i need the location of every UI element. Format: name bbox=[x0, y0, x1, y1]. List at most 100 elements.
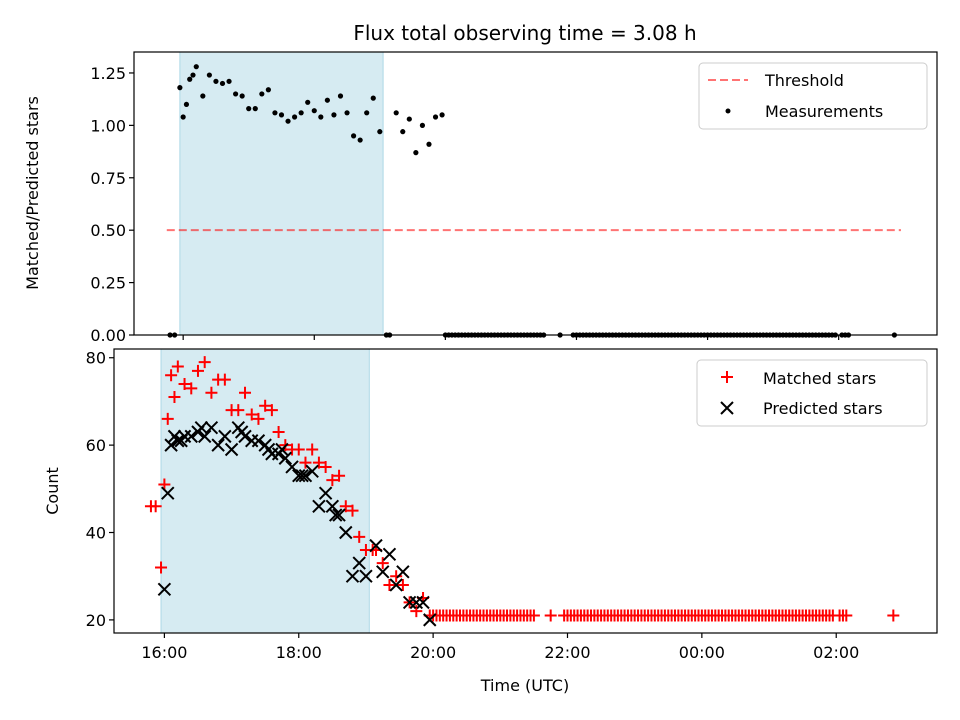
matched-star-point bbox=[205, 386, 218, 399]
matched-star-point bbox=[312, 456, 325, 469]
predicted-star-point bbox=[161, 486, 175, 500]
bottom-y-tick-label: 60 bbox=[86, 436, 106, 455]
matched-star-point bbox=[191, 364, 204, 377]
top-y-tick-label: 0.00 bbox=[90, 326, 126, 345]
predicted-star-point bbox=[197, 429, 212, 444]
measurement-point bbox=[259, 91, 265, 97]
top-axes-frame bbox=[133, 51, 938, 336]
measurement-point bbox=[439, 112, 445, 118]
measurement-point bbox=[177, 85, 183, 91]
matched-star-point bbox=[259, 399, 272, 412]
legend-matched-label: Matched stars bbox=[763, 369, 876, 388]
measurement-point bbox=[344, 110, 350, 116]
predicted-star-point bbox=[396, 565, 410, 579]
matched-star-point bbox=[326, 474, 339, 487]
measurement-point bbox=[292, 114, 298, 120]
matched-star-point bbox=[171, 360, 184, 373]
matched-star-point bbox=[245, 408, 258, 421]
top-legend-box bbox=[698, 62, 928, 130]
matched-star-point bbox=[168, 391, 181, 404]
measurement-point bbox=[432, 114, 439, 120]
bottom-legend: Matched stars Predicted stars bbox=[696, 359, 928, 427]
matched-star-point bbox=[155, 561, 168, 574]
x-tick-label: 02:00 bbox=[813, 643, 859, 662]
measurement-point bbox=[187, 76, 193, 82]
bottom-legend-box bbox=[696, 359, 928, 427]
measurement-point bbox=[377, 129, 383, 135]
matched-star-point bbox=[165, 369, 178, 382]
measurement-point bbox=[193, 64, 199, 70]
top-y-tick-label: 0.50 bbox=[90, 221, 126, 240]
legend-predicted-label: Predicted stars bbox=[763, 399, 883, 418]
matched-star-point bbox=[390, 570, 403, 583]
matched-star-point bbox=[198, 356, 211, 369]
predicted-star-point bbox=[211, 438, 225, 452]
top-y-tick-label: 0.75 bbox=[90, 169, 126, 188]
measurement-point bbox=[272, 110, 278, 116]
matched-stars-series bbox=[144, 356, 900, 622]
matched-star-point bbox=[339, 500, 352, 513]
x-axis-label: Time (UTC) bbox=[480, 676, 569, 695]
matched-star-point bbox=[306, 443, 319, 456]
legend-measurements-swatch bbox=[725, 108, 731, 114]
measurement-point bbox=[305, 99, 311, 105]
matched-star-point bbox=[333, 469, 346, 482]
matched-star-point bbox=[232, 404, 245, 417]
predicted-star-point bbox=[328, 508, 343, 522]
bottom-y-ticks: 20 40 60 80 bbox=[86, 349, 114, 630]
legend-predicted-swatch bbox=[720, 401, 734, 415]
measurement-point bbox=[337, 93, 344, 99]
predicted-star-point bbox=[218, 429, 232, 444]
measurement-point bbox=[285, 118, 291, 124]
predicted-stars-series bbox=[157, 420, 437, 627]
matched-star-point bbox=[353, 530, 366, 543]
top-observing-window bbox=[179, 51, 384, 336]
measurement-point bbox=[226, 78, 232, 84]
measurement-point bbox=[180, 114, 186, 120]
matched-star-point bbox=[887, 609, 900, 622]
predicted-star-point bbox=[359, 569, 373, 583]
predicted-star-point bbox=[389, 578, 403, 592]
bottom-y-tick-label: 40 bbox=[86, 524, 106, 543]
matched-star-point bbox=[396, 578, 409, 591]
predicted-star-point bbox=[238, 429, 252, 444]
predicted-star-point bbox=[318, 486, 333, 500]
predicted-star-point bbox=[194, 420, 209, 435]
matched-star-point bbox=[319, 460, 332, 473]
measurement-point bbox=[233, 91, 239, 97]
predicted-star-point bbox=[345, 569, 360, 583]
x-tick-label: 00:00 bbox=[679, 643, 725, 662]
matched-star-point bbox=[252, 412, 265, 425]
measurement-point bbox=[331, 112, 337, 118]
measurement-point bbox=[400, 129, 406, 135]
predicted-star-point bbox=[275, 442, 289, 457]
predicted-star-point bbox=[382, 547, 397, 562]
matched-star-point bbox=[265, 404, 278, 417]
measurement-point bbox=[413, 150, 419, 156]
x-tick-label: 20:00 bbox=[410, 643, 456, 662]
measurement-point bbox=[246, 106, 252, 112]
legend-measurements-label: Measurements bbox=[765, 102, 883, 121]
measurement-point bbox=[426, 141, 432, 147]
matched-star-point bbox=[544, 609, 557, 622]
measurement-point bbox=[200, 93, 206, 99]
matched-star-point bbox=[218, 373, 231, 386]
predicted-star-point bbox=[157, 582, 172, 597]
legend-threshold-label: Threshold bbox=[764, 71, 844, 90]
matched-star-point bbox=[185, 382, 198, 395]
predicted-star-point bbox=[204, 420, 219, 435]
measurement-point bbox=[393, 110, 399, 116]
measurement-point bbox=[324, 97, 330, 103]
predicted-star-point bbox=[312, 499, 326, 513]
predicted-star-point bbox=[332, 508, 346, 522]
predicted-star-point bbox=[298, 469, 313, 483]
predicted-star-point bbox=[369, 538, 383, 553]
predicted-star-point bbox=[171, 434, 185, 448]
measurement-point bbox=[357, 137, 363, 143]
predicted-star-point bbox=[376, 565, 390, 579]
measurement-point bbox=[298, 110, 304, 116]
top-legend: Threshold Measurements bbox=[698, 62, 928, 130]
measurement-point bbox=[364, 110, 370, 116]
